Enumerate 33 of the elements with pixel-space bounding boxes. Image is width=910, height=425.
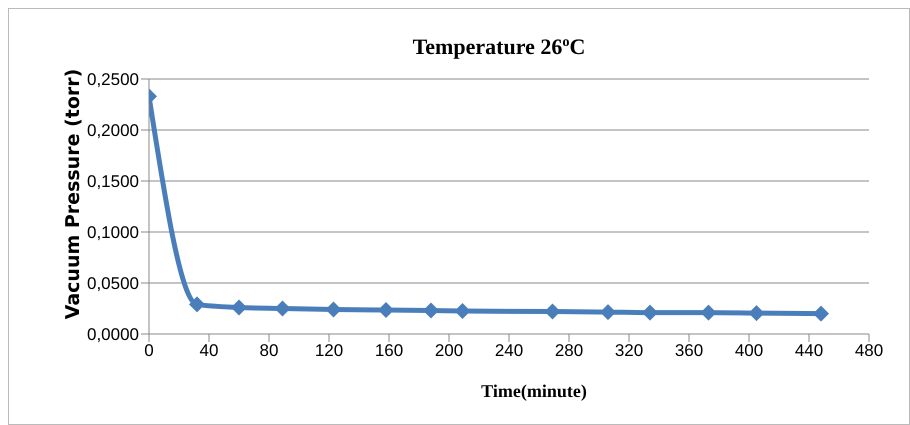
point xyxy=(748,305,764,322)
point xyxy=(454,303,470,320)
point xyxy=(813,306,829,322)
y-axis-title: Vacuum Pressure (torr) xyxy=(62,68,84,320)
x-tick-label: 440 xyxy=(794,341,824,360)
y-tick-label: 0,1500 xyxy=(87,172,139,192)
point xyxy=(642,304,658,321)
point xyxy=(274,300,290,316)
x-tick-label: 280 xyxy=(554,341,584,360)
chart-title: Temperature 26$^{o}$C xyxy=(412,34,586,59)
point xyxy=(423,302,439,319)
x-tick-label: 40 xyxy=(200,341,218,360)
x-tick-label: 160 xyxy=(374,341,404,360)
y-tick-label: 0,0500 xyxy=(87,274,139,294)
y-tick-label: 0,2500 xyxy=(87,70,139,90)
y-tick-label: 0,2000 xyxy=(87,121,139,140)
x-tick-label: 0 xyxy=(144,341,154,360)
x-tick-label: 200 xyxy=(434,341,464,360)
x-tick-label: 240 xyxy=(494,341,524,360)
x-tick-label: 120 xyxy=(314,341,344,360)
x-tick-label: 480 xyxy=(854,341,884,360)
x-axis-title: Time(minute) xyxy=(481,381,587,401)
x-tick-label: 400 xyxy=(734,341,764,360)
point xyxy=(326,302,342,318)
y-tick-label: 0,1000 xyxy=(87,223,139,242)
point xyxy=(600,304,616,320)
y-tick-label: 0,0000 xyxy=(87,325,139,344)
x-tick-label: 320 xyxy=(614,341,644,360)
x-tick-label: 80 xyxy=(260,341,278,360)
point xyxy=(231,299,247,316)
point xyxy=(700,304,716,321)
x-tick-label: 360 xyxy=(674,341,704,360)
point xyxy=(189,296,205,312)
